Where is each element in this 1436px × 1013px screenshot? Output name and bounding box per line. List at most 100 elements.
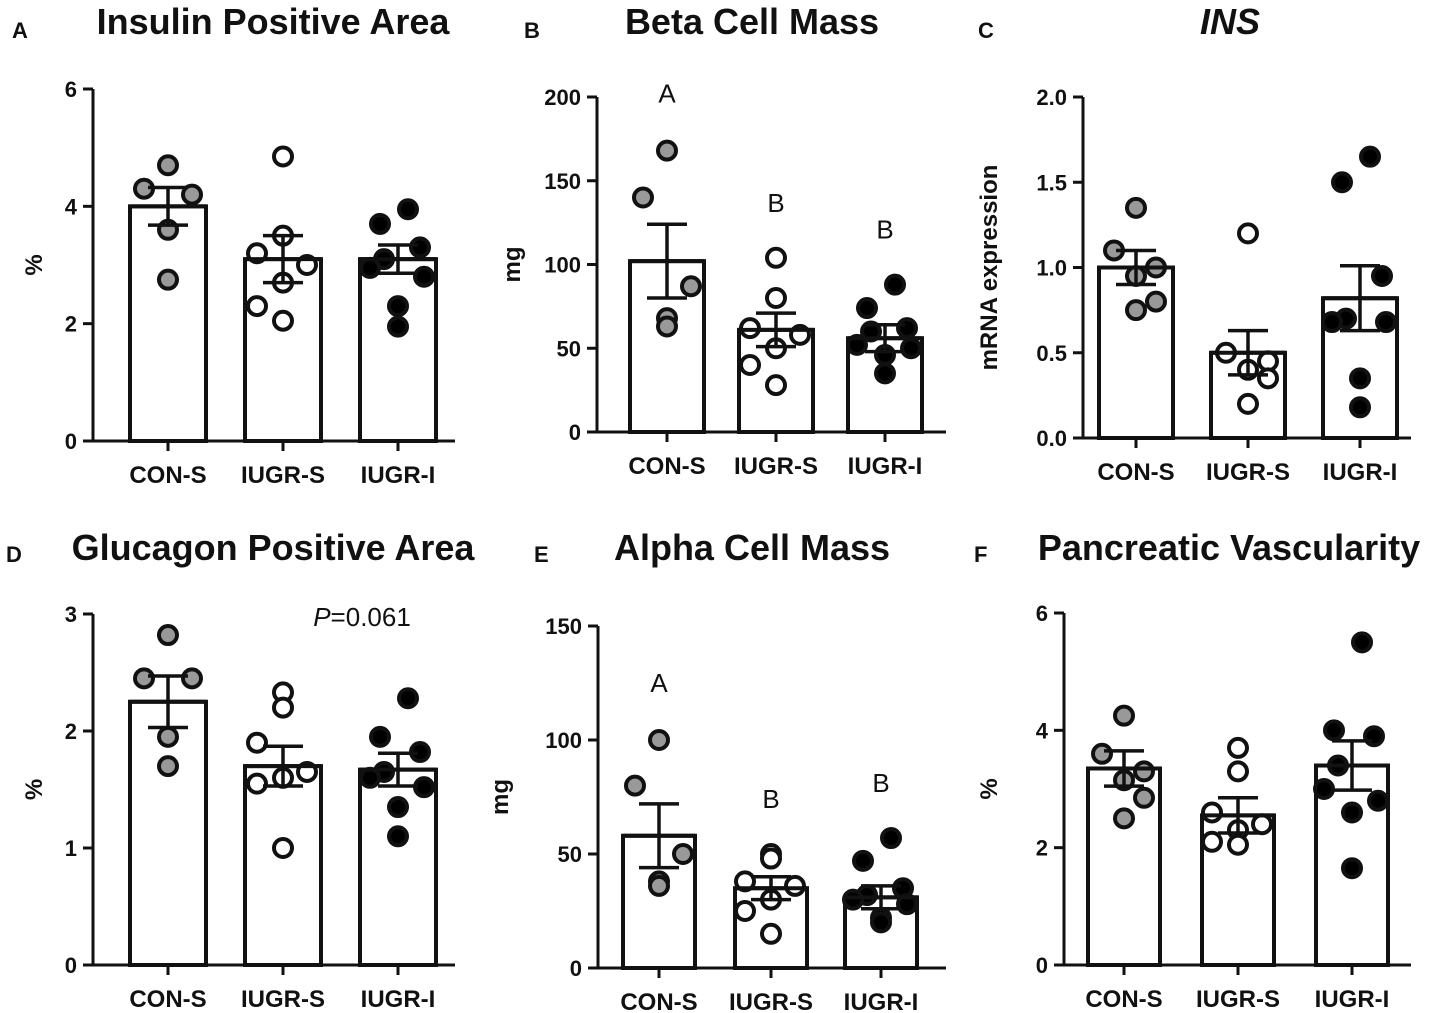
y-tick-label: 1: [65, 836, 77, 861]
data-point: [1145, 290, 1167, 313]
data-point: [387, 295, 409, 318]
data-point: [246, 772, 268, 795]
data-point: [842, 888, 864, 911]
data-point: [387, 315, 409, 338]
data-point: [1227, 736, 1249, 759]
data-point: [272, 309, 294, 332]
chart-title: Pancreatic Vascularity: [1038, 527, 1420, 568]
p-value-annotation: P=0.061: [313, 602, 411, 632]
chart-title: Alpha Cell Mass: [614, 527, 890, 568]
x-category-label: IUGR-I: [1315, 986, 1390, 1013]
data-point: [1349, 396, 1371, 419]
data-point: [784, 874, 806, 897]
data-point: [656, 315, 678, 338]
y-tick-label: 1.0: [1036, 256, 1067, 281]
panel-label: B: [524, 18, 540, 43]
data-point: [181, 667, 203, 690]
data-point: [246, 731, 268, 754]
panel-label: C: [978, 18, 994, 43]
data-point: [397, 687, 419, 710]
data-point: [1323, 719, 1345, 742]
panel-c: C INS mRNA expression 0.0 0.5 1.0 1.5 2.0 CON-S I…: [976, 1, 1411, 486]
x-category-label: CON-S: [1085, 986, 1162, 1013]
data-point: [880, 827, 902, 850]
data-point: [387, 825, 409, 848]
data-point: [765, 287, 787, 309]
data-point: [1133, 760, 1155, 783]
y-tick-label: 100: [545, 728, 582, 753]
y-tick-label: 200: [544, 85, 581, 110]
data-point: [896, 893, 918, 916]
y-tick-label: 4: [1036, 718, 1049, 743]
panel-label: F: [974, 542, 987, 567]
data-point: [846, 333, 868, 356]
data-point: [1237, 222, 1259, 245]
significance-letter: B: [872, 768, 889, 798]
data-point: [624, 774, 646, 797]
data-point: [1257, 367, 1279, 390]
data-point: [1125, 299, 1147, 322]
data-point: [648, 729, 670, 751]
chart-title: Glucagon Positive Area: [72, 527, 476, 568]
y-tick-label: 1.5: [1036, 170, 1067, 195]
bar: [128, 204, 208, 443]
x-category-label: CON-S: [620, 989, 697, 1013]
x-category-label: IUGR-I: [1323, 459, 1398, 486]
data-point: [760, 847, 782, 870]
data-point: [1251, 813, 1273, 836]
data-point: [900, 337, 922, 360]
data-point: [1367, 789, 1389, 812]
y-axis-label: %: [21, 254, 48, 275]
significance-letter: A: [658, 79, 676, 109]
panel-b: B Beta Cell Mass mg 0 50 100 150 200 CON-S A IUGR-…: [499, 1, 946, 480]
y-tick-label: 2: [1036, 836, 1048, 861]
y-axis-label: mg: [499, 247, 526, 283]
x-category-label: IUGR-S: [241, 462, 325, 489]
data-point: [157, 624, 179, 647]
data-point: [896, 317, 918, 340]
y-tick-label: 0.5: [1036, 341, 1067, 366]
x-category-label: IUGR-I: [361, 986, 436, 1013]
data-point: [1201, 830, 1223, 853]
panel-label: E: [534, 542, 549, 567]
y-axis-label: mRNA expression: [976, 165, 1003, 371]
data-point: [387, 796, 409, 819]
y-tick-label: 100: [544, 253, 581, 278]
data-point: [648, 874, 670, 897]
y-tick-label: 2.0: [1036, 85, 1067, 110]
data-point: [734, 900, 756, 922]
data-point: [852, 849, 874, 872]
data-point: [1375, 311, 1397, 334]
y-tick-label: 0: [1036, 953, 1048, 978]
data-point: [369, 725, 391, 748]
y-axis-label: %: [976, 778, 1003, 799]
data-point: [1351, 631, 1373, 654]
y-tick-label: 0: [569, 420, 581, 445]
data-point: [1125, 196, 1147, 219]
x-category-label: CON-S: [129, 986, 206, 1013]
p-value-symbol: P: [313, 602, 331, 632]
x-category-label: IUGR-I: [848, 453, 923, 480]
y-tick-label: 0.0: [1036, 426, 1067, 451]
chart-title: Insulin Positive Area: [97, 1, 451, 42]
data-point: [359, 256, 381, 279]
y-tick-label: 4: [65, 194, 78, 219]
data-point: [157, 154, 179, 177]
data-point: [656, 139, 678, 162]
x-category-label: CON-S: [628, 453, 705, 480]
data-point: [1113, 807, 1135, 830]
y-tick-label: 2: [65, 719, 77, 744]
significance-letter: B: [762, 784, 779, 814]
data-point: [1091, 742, 1113, 765]
y-tick-label: 50: [558, 842, 582, 867]
data-point: [1113, 704, 1135, 727]
data-point: [1371, 265, 1393, 288]
data-point: [1237, 392, 1259, 415]
data-point: [680, 275, 702, 298]
data-point: [1321, 311, 1343, 334]
data-point: [1201, 801, 1223, 824]
data-point: [272, 837, 294, 859]
y-tick-label: 0: [570, 956, 582, 981]
data-point: [1341, 801, 1363, 824]
data-point: [413, 265, 435, 288]
